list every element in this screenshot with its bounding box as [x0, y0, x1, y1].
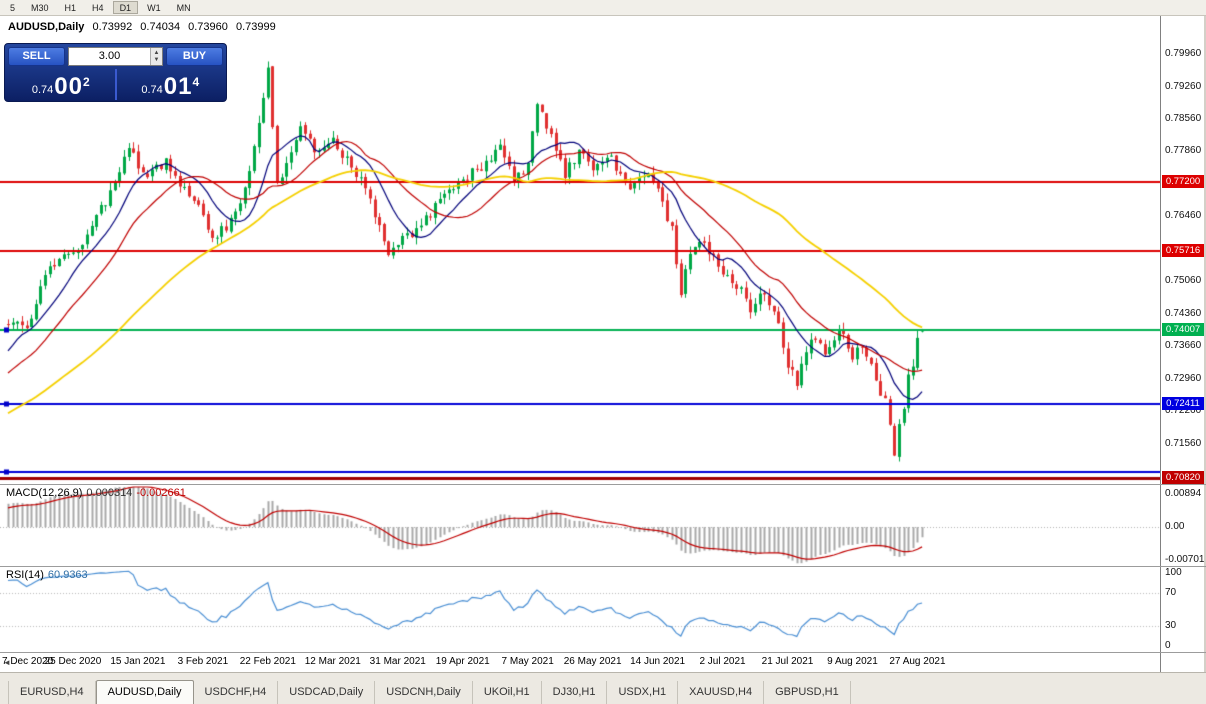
price-axis-label: 0.79960: [1165, 48, 1202, 60]
sell-price-prefix: 0.74: [31, 84, 54, 96]
tab-usdcad-daily[interactable]: USDCAD,Daily: [278, 681, 376, 704]
volume-value[interactable]: 3.00: [98, 50, 121, 62]
ohlc-close: 0.73999: [235, 21, 276, 33]
volume-down-icon[interactable]: ▼: [153, 56, 160, 63]
date-axis-label: 31 Mar 2021: [369, 656, 426, 667]
price-level-badge-0.74007: 0.74007: [1162, 323, 1204, 337]
date-axis-label: 25 Dec 2020: [44, 656, 102, 667]
price-axis-label: 0.72960: [1165, 372, 1202, 384]
price-axis-label: 0.75060: [1165, 275, 1202, 287]
price-axis[interactable]: 0.79960 0.79260 0.78560 0.77860 0.76460 0.750…: [1160, 16, 1204, 672]
rsi-value: 60.9363: [47, 569, 88, 581]
price-axis-label: 0.77860: [1165, 145, 1202, 157]
timeframe-button-m30[interactable]: M30: [31, 3, 49, 13]
price-axis-label: 0.76460: [1165, 210, 1202, 222]
macd-scale-label: 0.00894: [1165, 488, 1202, 499]
ohlc-high: 0.74034: [140, 21, 181, 33]
price-axis-label: 0.74360: [1165, 307, 1202, 319]
price-level-badge-0.70820: 0.70820: [1162, 470, 1204, 484]
buy-price-big: 01: [163, 73, 193, 100]
date-axis-label: 22 Feb 2021: [239, 656, 296, 667]
tab-dj30-h1[interactable]: DJ30,H1: [542, 681, 608, 704]
macd-label: MACD(12,26,9) 0.000314 -0.002661: [6, 487, 186, 499]
chart-tabs: EURUSD,H4 AUDUSD,Daily USDCHF,H4 USDCAD,Dai…: [0, 679, 1206, 704]
date-axis-label: 7 Dec 2020: [2, 656, 54, 667]
timeframe-button-h4[interactable]: H4: [92, 3, 104, 13]
timeframe-button-5[interactable]: 5: [10, 3, 16, 13]
date-axis-label: 12 Mar 2021: [304, 656, 361, 667]
date-axis-label: 2 Jul 2021: [699, 656, 746, 667]
date-axis-label: 19 Apr 2021: [435, 656, 490, 667]
price-axis-label: 0.79260: [1165, 80, 1202, 92]
sell-price-big: 00: [54, 73, 83, 100]
price-chart-canvas[interactable]: [0, 16, 1160, 672]
macd-main-value: 0.000314: [86, 487, 133, 499]
volume-up-icon[interactable]: ▲: [153, 49, 160, 56]
date-axis-label: 26 May 2021: [563, 656, 622, 667]
chart-symbol-period: AUDUSD,Daily: [8, 21, 85, 33]
volume-spinner[interactable]: ▲ ▼: [150, 48, 162, 65]
date-axis[interactable]: 7 Dec 2020 25 Dec 2020 15 Jan 2021 3 Feb 20…: [0, 652, 1160, 672]
ohlc-low: 0.73960: [188, 21, 228, 33]
price-divider: [114, 69, 117, 100]
price-level-badge-0.77200: 0.77200: [1162, 175, 1204, 189]
tab-eurusd-h4[interactable]: EURUSD,H4: [8, 681, 96, 704]
date-axis-label: 9 Aug 2021: [827, 656, 878, 667]
timeframe-button-mn[interactable]: MN: [176, 3, 191, 13]
tab-xauusd-h4[interactable]: XAUUSD,H4: [678, 681, 765, 704]
rsi-label: RSI(14) 60.9363: [6, 569, 88, 581]
window-edge: [1204, 16, 1206, 672]
price-axis-label: 0.72260: [1165, 405, 1202, 417]
date-axis-label: 3 Feb 2021: [177, 656, 229, 667]
rsi-name: RSI(14): [6, 569, 44, 581]
ohlc-open: 0.73992: [92, 21, 133, 33]
rsi-scale-label: 70: [1165, 587, 1177, 599]
price-axis-label: 0.71560: [1165, 437, 1202, 449]
rsi-scale-label: 30: [1165, 619, 1177, 631]
price-level-badge-0.72411: 0.72411: [1162, 397, 1204, 411]
price-axis-label: 0.73660: [1165, 340, 1202, 352]
sell-price[interactable]: 0.74 00 2: [8, 69, 114, 100]
date-axis-label: 7 May 2021: [501, 656, 554, 667]
tab-gbpusd-h1[interactable]: GBPUSD,H1: [764, 681, 851, 704]
macd-name: MACD(12,26,9): [6, 487, 83, 499]
buy-price-prefix: 0.74: [141, 84, 163, 96]
price-level-badge-0.75716: 0.75716: [1162, 243, 1204, 257]
price-axis-label: 0.78560: [1165, 112, 1202, 124]
volume-stepper[interactable]: 3.00 ▲ ▼: [68, 47, 163, 66]
date-axis-label: 27 Aug 2021: [889, 656, 946, 667]
one-click-trading-panel: SELL 3.00 ▲ ▼ BUY 0.74 00 2: [4, 43, 227, 102]
date-axis-label: 14 Jun 2021: [630, 656, 686, 667]
chart-tab-bar: EURUSD,H4 AUDUSD,Daily USDCHF,H4 USDCAD,Dai…: [0, 672, 1206, 704]
tab-usdx-h1[interactable]: USDX,H1: [607, 681, 679, 704]
macd-signal-value: -0.002661: [136, 487, 186, 499]
tab-ukoil-h1[interactable]: UKOil,H1: [473, 681, 542, 704]
timeframe-toolbar: 5 M30 H1 H4 D1 W1 MN: [0, 0, 1206, 16]
buy-price-pip: 4: [192, 75, 200, 89]
chart-region: AUDUSD,Daily 0.73992 0.74034 0.73960 0.7…: [0, 16, 1206, 672]
scroll-left-icon[interactable]: ◄: [3, 658, 11, 667]
sell-button[interactable]: SELL: [8, 47, 65, 66]
tab-usdcnh-daily[interactable]: USDCNH,Daily: [375, 681, 473, 704]
buy-price[interactable]: 0.74 01 4: [118, 69, 224, 100]
macd-scale-label: -0.00701: [1165, 554, 1205, 566]
timeframe-button-h1[interactable]: H1: [64, 3, 77, 13]
chart-title: AUDUSD,Daily 0.73992 0.74034 0.73960 0.7…: [8, 21, 281, 33]
sell-price-pip: 2: [82, 75, 90, 89]
tab-usdchf-h4[interactable]: USDCHF,H4: [194, 681, 279, 704]
pane-separator[interactable]: [0, 652, 1206, 653]
pane-separator[interactable]: [0, 484, 1206, 485]
timeframe-button-d1[interactable]: D1: [112, 1, 139, 14]
date-axis-label: 21 Jul 2021: [761, 656, 814, 667]
rsi-scale-label: 100: [1165, 567, 1182, 578]
date-axis-label: 15 Jan 2021: [110, 656, 166, 667]
rsi-scale-label: 0: [1165, 640, 1171, 651]
tab-audusd-daily[interactable]: AUDUSD,Daily: [95, 680, 194, 704]
pane-separator[interactable]: [0, 566, 1206, 567]
timeframe-button-w1[interactable]: W1: [147, 3, 161, 13]
macd-scale-label: 0.00: [1165, 521, 1185, 533]
buy-button[interactable]: BUY: [166, 47, 223, 66]
